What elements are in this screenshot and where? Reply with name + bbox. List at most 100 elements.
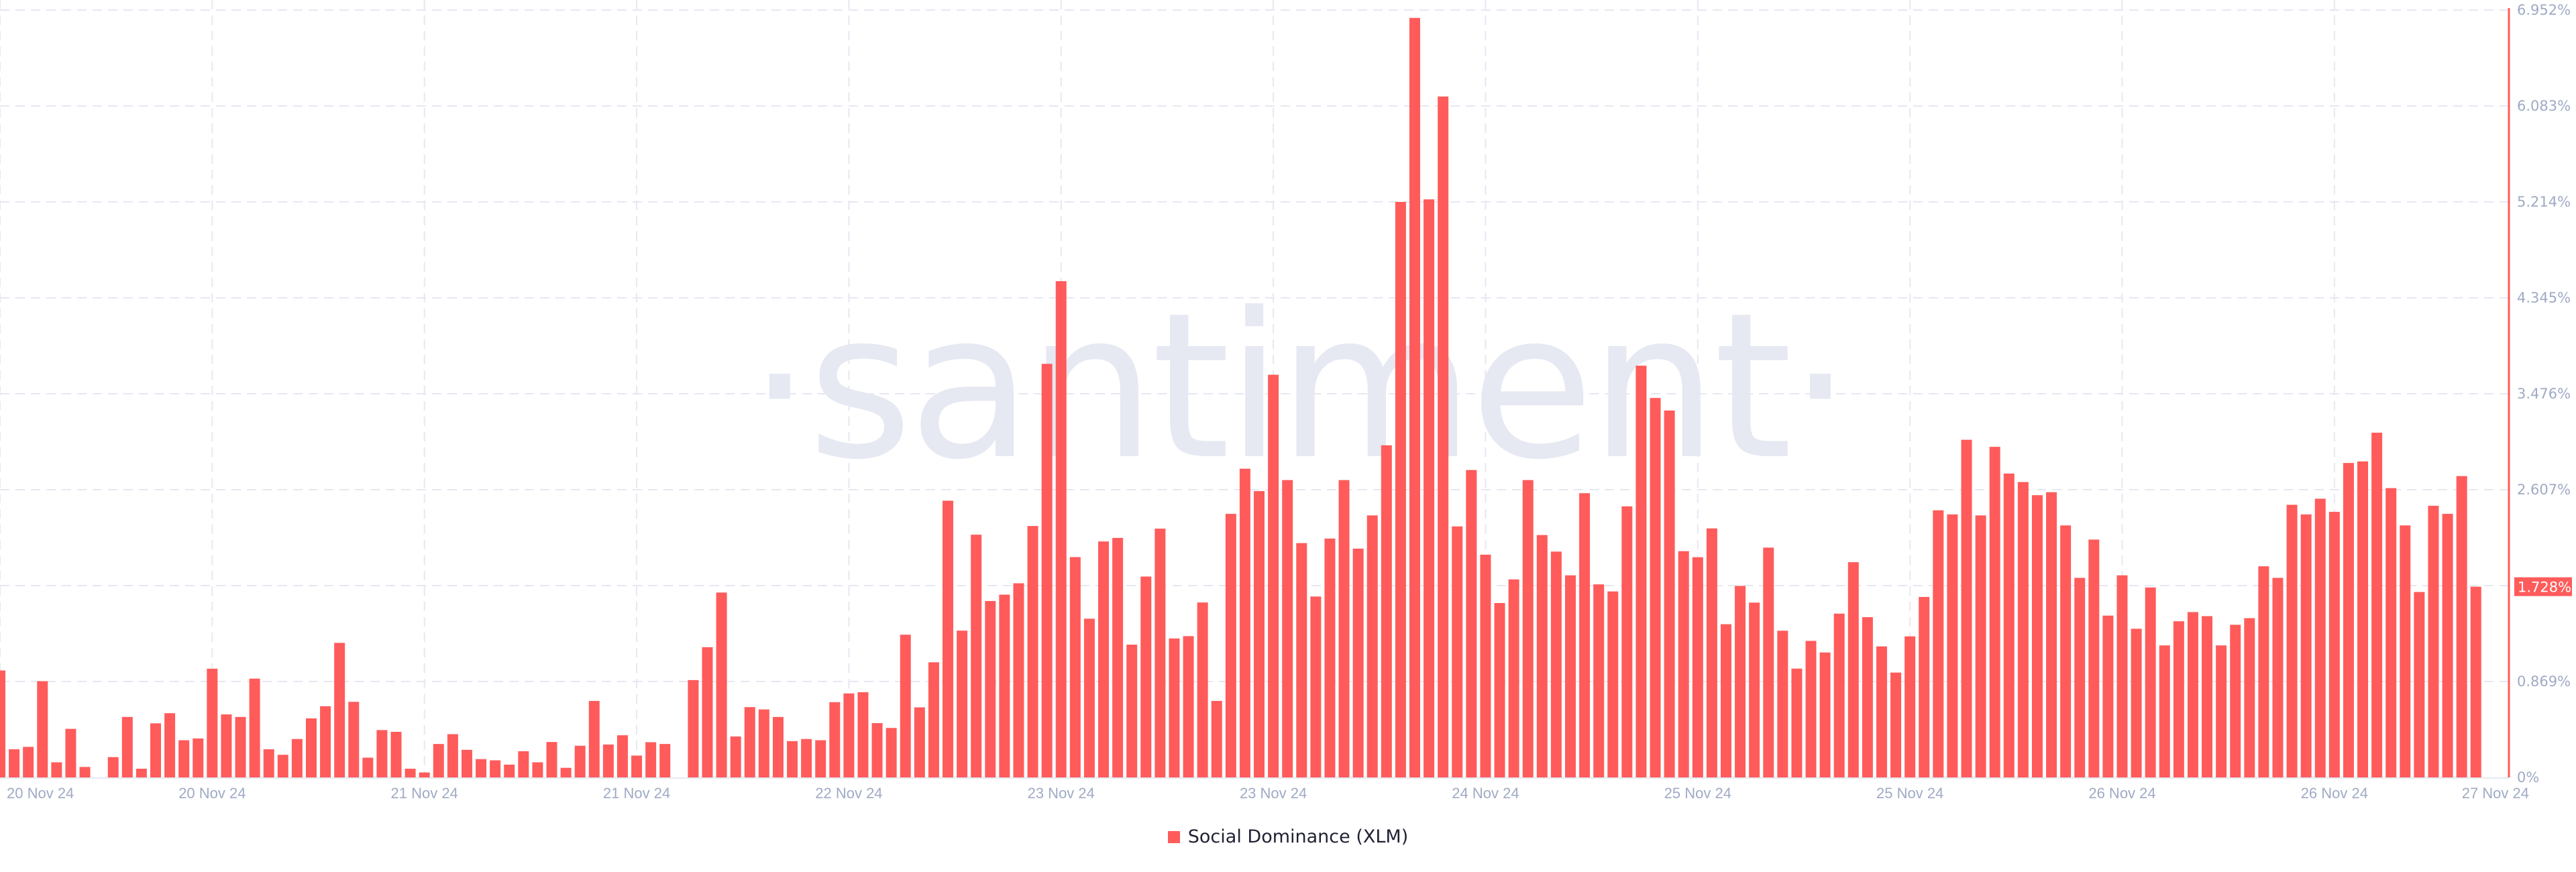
bar[interactable] [1254,491,1265,777]
bar[interactable] [1282,480,1293,777]
bar[interactable] [616,735,628,777]
bar[interactable] [730,736,741,777]
bar[interactable] [348,702,360,777]
bar[interactable] [829,702,841,777]
bar[interactable] [588,700,600,777]
bar[interactable] [1862,617,1873,777]
bar[interactable] [546,742,557,777]
bar[interactable] [249,678,260,777]
bar[interactable] [2187,612,2198,777]
bar[interactable] [164,713,176,777]
bar[interactable] [914,707,925,777]
bar[interactable] [1650,398,1661,777]
bar[interactable] [2102,615,2114,777]
bar[interactable] [2343,463,2354,777]
bar[interactable] [1919,596,1930,777]
bar[interactable] [136,769,147,777]
bar[interactable] [1395,202,1406,777]
bar[interactable] [744,707,755,777]
bar[interactable] [1027,526,1038,777]
bar[interactable] [79,767,91,777]
bar[interactable] [602,744,614,777]
bar[interactable] [2031,495,2043,777]
bar[interactable] [2456,476,2467,777]
bar[interactable] [2017,482,2029,777]
bar[interactable] [2428,506,2439,777]
legend[interactable]: Social Dominance (XLM) [0,826,2576,847]
bar[interactable] [857,692,869,777]
bar[interactable] [1225,514,1236,777]
bar[interactable] [1155,529,1166,777]
bar[interactable] [1706,528,1717,777]
bar[interactable] [1876,646,1887,777]
bar[interactable] [1791,668,1803,777]
bar[interactable] [971,535,982,777]
bar[interactable] [1296,543,1307,777]
bar[interactable] [1098,541,1110,777]
bar[interactable] [2328,512,2340,777]
bar[interactable] [405,769,416,777]
bar[interactable] [1904,636,1916,777]
bar[interactable] [1112,537,1124,777]
bar[interactable] [1126,645,1138,777]
bar[interactable] [193,738,204,777]
bar[interactable] [957,631,968,777]
bar[interactable] [688,679,699,777]
bar[interactable] [532,762,543,777]
bar[interactable] [1692,557,1703,777]
bar[interactable] [1635,366,1647,777]
bar[interactable] [178,740,190,777]
bar[interactable] [900,635,911,777]
bar[interactable] [1550,551,1562,777]
bar[interactable] [1607,591,1619,777]
bar[interactable] [291,739,303,777]
bar[interactable] [2131,629,2142,777]
bar[interactable] [1324,538,1336,777]
bar[interactable] [1069,557,1081,777]
bar[interactable] [943,500,954,777]
bar[interactable] [1183,636,1194,777]
bar[interactable] [1424,199,1435,777]
bar[interactable] [1720,624,1731,777]
bar[interactable] [1749,602,1760,777]
bar[interactable] [447,734,458,777]
bar[interactable] [419,772,430,777]
bar[interactable] [716,592,727,777]
bar[interactable] [2272,578,2284,777]
bar[interactable] [65,728,76,777]
bar[interactable] [376,730,388,777]
bar[interactable] [1366,515,1378,777]
bar[interactable] [2230,624,2241,777]
bar[interactable] [843,693,855,777]
bar[interactable] [1013,583,1024,777]
bar[interactable] [263,749,274,777]
bar[interactable] [1239,468,1250,777]
bar[interactable] [928,662,939,777]
bar[interactable] [1466,470,1477,777]
bar[interactable] [2244,618,2255,777]
bar[interactable] [631,755,643,777]
bar[interactable] [150,723,161,777]
bar[interactable] [1890,672,1902,777]
bar[interactable] [815,740,826,777]
bar[interactable] [2400,525,2411,777]
bar[interactable] [772,716,784,777]
bar[interactable] [9,749,20,777]
bar[interactable] [2286,504,2298,777]
bar[interactable] [1564,575,1576,777]
bar[interactable] [2357,461,2369,777]
bar[interactable] [2173,621,2184,777]
bar[interactable] [2145,587,2156,777]
bar[interactable] [1338,480,1350,777]
bar[interactable] [1169,638,1180,777]
bar[interactable] [574,745,586,777]
bar[interactable] [476,759,487,777]
bar[interactable] [702,647,713,777]
bar[interactable] [1083,618,1095,777]
bar[interactable] [2060,525,2072,777]
bar[interactable] [207,668,218,777]
bar[interactable] [1593,584,1605,777]
bar[interactable] [1777,631,1788,777]
bar[interactable] [518,751,529,777]
bar[interactable] [1847,562,1859,777]
